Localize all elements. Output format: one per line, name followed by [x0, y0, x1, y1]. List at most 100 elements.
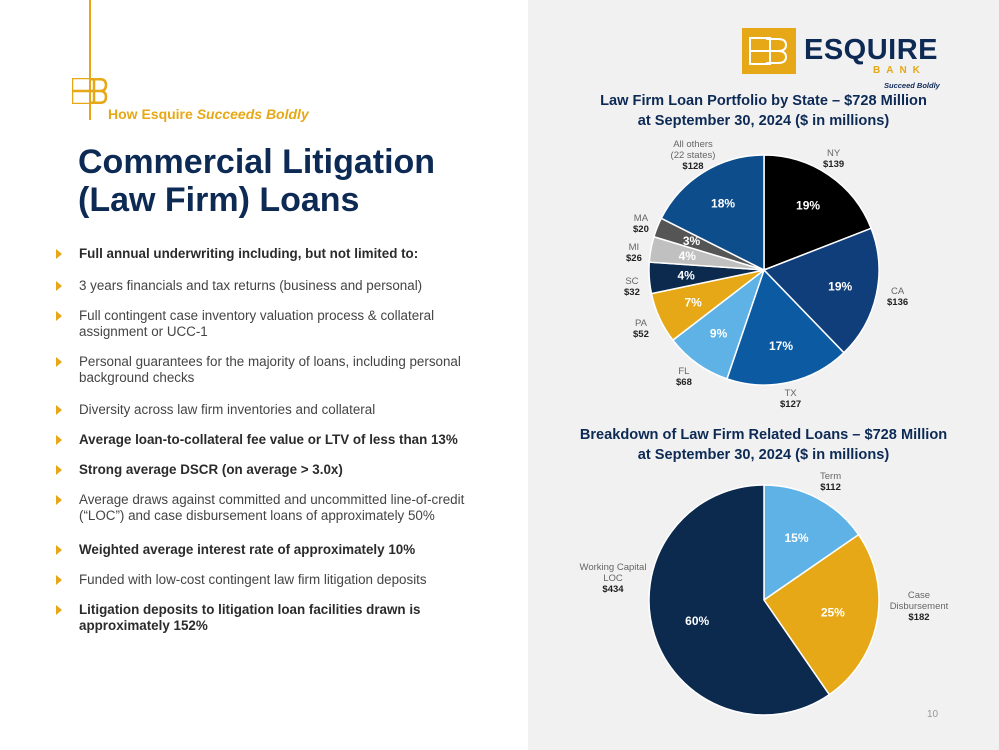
type-pie-slice-pct-label: 15%	[785, 531, 809, 545]
bullet-text: 3 years financials and tax returns (busi…	[79, 278, 423, 293]
state-pie-slice-pct-label: 17%	[769, 339, 793, 353]
type-pie-slice-label: Term $112	[820, 471, 841, 493]
state-pie-slice-value: $139	[823, 159, 845, 170]
bullet-text: Funded with low-cost contingent law firm…	[79, 572, 427, 587]
type-pie-slice-pct-label: 60%	[685, 614, 709, 628]
bullet-arrow-icon	[56, 435, 62, 445]
state-pie-chart: 19%19%17%9%7%4%4%3%18%	[648, 154, 880, 386]
type-pie-slice-value: $182	[908, 612, 930, 623]
chart2-title-line-1: Breakdown of Law Firm Related Loans – $7…	[579, 427, 948, 443]
bullet-arrow-icon	[56, 249, 62, 259]
bullet-item: Weighted average interest rate of approx…	[56, 542, 496, 558]
bullet-text: Average loan-to-collateral fee value or …	[79, 432, 458, 447]
state-pie-slice-name: All others (22 states)	[670, 139, 716, 161]
state-pie-slice-label: NY $139	[823, 148, 844, 170]
state-pie-slice-value: $127	[780, 399, 802, 410]
state-pie-slice-name: CA	[890, 286, 905, 297]
type-pie-slice-name: Case Disbursement	[889, 590, 949, 612]
bullet-item: Full contingent case inventory valuation…	[56, 308, 496, 340]
chart1-title-line-2: at September 30, 2024 ($ in millions)	[637, 113, 890, 129]
state-pie-slice-value: $52	[633, 329, 649, 340]
logo-tagline: Succeed Boldly	[884, 81, 940, 90]
type-pie-slice	[762, 533, 880, 696]
state-pie-slice-pct-label: 19%	[796, 199, 820, 213]
chart1-title-line-1: Law Firm Loan Portfolio by State – $728 …	[600, 93, 927, 109]
page-title: Commercial Litigation (Law Firm) Loans	[78, 143, 508, 219]
bullet-arrow-icon	[56, 575, 62, 585]
bullet-text: Full annual underwriting including, but …	[79, 246, 419, 261]
type-pie-slice-label: Case Disbursement $182	[888, 590, 950, 623]
bullet-text: Full contingent case inventory valuation…	[79, 308, 435, 339]
bullet-item: Strong average DSCR (on average > 3.0x)	[56, 462, 496, 478]
type-pie-slice-value: $434	[602, 584, 624, 595]
state-pie-slice-pct-label: 4%	[678, 268, 696, 282]
bullet-arrow-icon	[56, 357, 62, 367]
bullet-arrow-icon	[56, 495, 62, 505]
bullet-text: Personal guarantees for the majority of …	[79, 354, 461, 385]
chart2-title-line-2: at September 30, 2024 ($ in millions)	[637, 447, 890, 463]
state-pie-slice-name: SC	[625, 276, 639, 287]
bullet-item: Full annual underwriting including, but …	[56, 246, 496, 262]
page-number: 10	[927, 709, 939, 720]
state-pie-slice-pct-label: 4%	[679, 249, 697, 263]
state-pie-slice-name: PA	[634, 318, 647, 329]
title-line-1: Commercial Litigation	[78, 143, 436, 181]
bullet-item: Average loan-to-collateral fee value or …	[56, 432, 496, 448]
bullet-text: Litigation deposits to litigation loan f…	[79, 602, 421, 633]
state-pie-slice-pct-label: 18%	[711, 197, 735, 211]
state-pie-slice	[762, 227, 880, 354]
state-pie-slice-label: MA $20	[633, 213, 649, 235]
bullet-text: Strong average DSCR (on average > 3.0x)	[79, 462, 343, 477]
state-pie-slice-value: $20	[633, 224, 649, 235]
state-pie-slice	[660, 154, 765, 272]
type-pie-slice-name: Term	[820, 471, 842, 482]
state-pie-slice-value: $26	[626, 253, 642, 264]
type-pie-slice-pct-label: 25%	[821, 606, 845, 620]
state-pie-slice	[763, 154, 873, 272]
state-pie-slice-label: FL $68	[676, 366, 692, 388]
accent-line	[89, 0, 91, 120]
state-pie-slice-name: NY	[826, 148, 841, 159]
type-pie-slice-name: Working Capital LOC	[579, 562, 647, 584]
logo-bank: BANK	[873, 65, 926, 76]
type-pie-slice	[763, 484, 860, 602]
state-pie-slice-pct-label: 19%	[828, 280, 852, 294]
type-pie-slice	[648, 484, 831, 716]
bullet-text: Diversity across law firm inventories an…	[79, 402, 376, 417]
state-pie-slice-name: TX	[784, 388, 797, 399]
bullet-item: Personal guarantees for the majority of …	[56, 354, 496, 386]
state-pie-slice-pct-label: 3%	[683, 234, 701, 248]
bullet-arrow-icon	[56, 281, 62, 291]
bullet-text: Weighted average interest rate of approx…	[79, 542, 416, 557]
type-pie-slice-label: Working Capital LOC $434	[577, 562, 649, 595]
state-pie-slice-label: PA $52	[633, 318, 649, 340]
state-pie-slice-label: SC $32	[624, 276, 640, 298]
bullet-arrow-icon	[56, 605, 62, 615]
bullet-item: Average draws against committed and unco…	[56, 492, 496, 524]
state-pie-slice-name: MA	[633, 213, 649, 224]
logo-name: ESQUIRE	[804, 34, 939, 66]
state-pie-slice-value: $128	[682, 161, 704, 172]
chart1-title: Law Firm Loan Portfolio by State – $728 …	[528, 91, 999, 131]
state-pie-slice-name: FL	[678, 366, 690, 377]
bullet-arrow-icon	[56, 545, 62, 555]
state-pie-slice-value: $136	[887, 297, 909, 308]
state-pie-slice-label: TX $127	[780, 388, 801, 410]
bullet-arrow-icon	[56, 405, 62, 415]
eb-monogram-icon	[72, 78, 108, 104]
state-pie-slice-label: MI $26	[626, 242, 642, 264]
left-panel: How Esquire Succeeds Boldly Commercial L…	[56, 0, 508, 633]
logo-mark-icon	[742, 28, 796, 74]
state-pie-slice-pct-label: 9%	[710, 326, 728, 340]
state-pie-slice-value: $32	[624, 287, 640, 298]
bullet-text: Average draws against committed and unco…	[79, 492, 465, 523]
state-pie-slice-value: $68	[676, 377, 692, 388]
bullet-arrow-icon	[56, 311, 62, 321]
state-pie-slice	[726, 268, 845, 386]
state-pie-slice-pct-label: 7%	[684, 296, 702, 310]
bullet-item: Funded with low-cost contingent law firm…	[56, 572, 496, 588]
bullet-item: Diversity across law firm inventories an…	[56, 402, 496, 418]
chart2-title: Breakdown of Law Firm Related Loans – $7…	[528, 425, 999, 465]
loan-type-pie-chart: 15% 25% 60%	[648, 484, 880, 716]
esquire-logo: ESQUIRE BANK Succeed Boldly	[742, 28, 942, 92]
